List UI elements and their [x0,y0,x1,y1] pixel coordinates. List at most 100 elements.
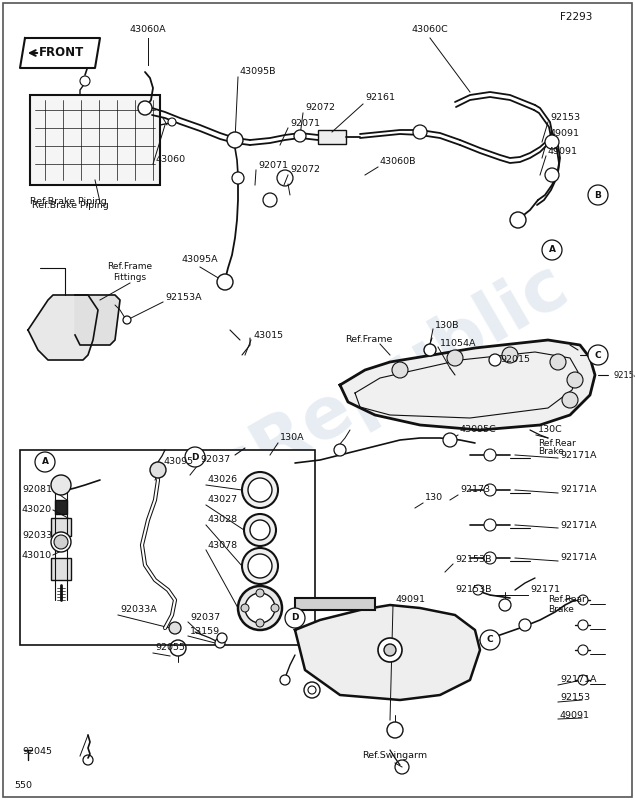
Circle shape [489,354,501,366]
Polygon shape [20,38,100,68]
Text: 43095: 43095 [163,458,193,466]
Circle shape [578,595,588,605]
Circle shape [502,347,518,363]
Circle shape [550,354,566,370]
FancyBboxPatch shape [51,558,71,580]
Text: 43028: 43028 [208,515,238,525]
Circle shape [294,130,306,142]
Text: 92171: 92171 [530,586,560,594]
Text: FRONT: FRONT [39,46,84,59]
Circle shape [545,135,559,149]
Circle shape [217,633,227,643]
Circle shape [248,478,272,502]
Text: 92171A: 92171A [560,521,596,530]
Text: Ref.Rear: Ref.Rear [538,438,576,447]
Text: 43095C: 43095C [460,426,497,434]
Polygon shape [295,605,480,700]
Circle shape [484,449,496,461]
Circle shape [392,362,408,378]
Circle shape [242,472,278,508]
Circle shape [242,548,278,584]
Text: Ref.Frame
Fittings: Ref.Frame Fittings [107,262,152,282]
Circle shape [578,675,588,685]
Circle shape [138,101,152,115]
Circle shape [578,645,588,655]
Text: 92015: 92015 [500,355,530,365]
Circle shape [217,274,233,290]
Text: 550: 550 [14,781,32,790]
Text: A: A [41,458,48,466]
Circle shape [238,586,282,630]
Circle shape [378,638,402,662]
Circle shape [484,484,496,496]
Text: A: A [549,246,556,254]
Text: 43010: 43010 [22,550,52,559]
Text: D: D [191,453,199,462]
FancyBboxPatch shape [318,130,346,144]
Circle shape [308,686,316,694]
Text: D: D [291,614,298,622]
Circle shape [567,372,583,388]
Text: 43060A: 43060A [130,26,166,34]
Circle shape [285,608,305,628]
Circle shape [232,172,244,184]
FancyBboxPatch shape [295,598,375,610]
Text: Brake: Brake [538,447,564,457]
Circle shape [473,585,483,595]
Text: 43015: 43015 [253,330,283,339]
Text: 49091: 49091 [548,147,578,157]
Circle shape [387,722,403,738]
FancyBboxPatch shape [30,95,160,185]
Circle shape [280,675,290,685]
Circle shape [578,620,588,630]
Circle shape [51,475,71,495]
Text: Ref.Rear: Ref.Rear [548,595,585,605]
Text: 13159: 13159 [190,627,220,637]
Text: 92081: 92081 [22,486,52,494]
Circle shape [123,316,131,324]
Text: 43027: 43027 [208,495,238,505]
Circle shape [54,535,68,549]
Circle shape [424,344,436,356]
Text: Ref.Brake Piping: Ref.Brake Piping [30,198,107,206]
Polygon shape [340,340,595,430]
Text: 92072: 92072 [290,166,320,174]
Text: 43095B: 43095B [240,67,276,77]
Text: 92173: 92173 [460,486,490,494]
Circle shape [80,76,90,86]
Text: 49091: 49091 [560,710,590,719]
Text: 130C: 130C [538,426,563,434]
Circle shape [51,532,71,552]
Text: 92171A: 92171A [560,554,596,562]
Text: 92153: 92153 [550,114,580,122]
Text: 92171A: 92171A [560,486,596,494]
Text: B: B [594,190,601,199]
Text: 49091: 49091 [395,595,425,605]
Circle shape [271,604,279,612]
Circle shape [384,644,396,656]
Circle shape [256,619,264,627]
Text: 92037: 92037 [200,455,230,465]
Polygon shape [28,295,98,360]
Circle shape [244,514,276,546]
FancyBboxPatch shape [51,518,71,536]
Text: 92071: 92071 [290,118,320,127]
Text: 92153A: 92153A [165,294,202,302]
FancyBboxPatch shape [55,500,67,514]
Text: 130A: 130A [280,434,305,442]
Text: 92045: 92045 [22,747,52,757]
Circle shape [185,447,205,467]
Text: 130: 130 [425,494,443,502]
Circle shape [542,240,562,260]
Circle shape [215,638,225,648]
Circle shape [227,132,243,148]
Circle shape [499,599,511,611]
Circle shape [413,125,427,139]
Text: Brake: Brake [548,605,574,614]
Text: 43078: 43078 [208,541,238,550]
Text: Ref.Frame: Ref.Frame [345,335,392,345]
Circle shape [248,554,272,578]
Circle shape [241,604,249,612]
Circle shape [545,168,559,182]
Circle shape [443,433,457,447]
